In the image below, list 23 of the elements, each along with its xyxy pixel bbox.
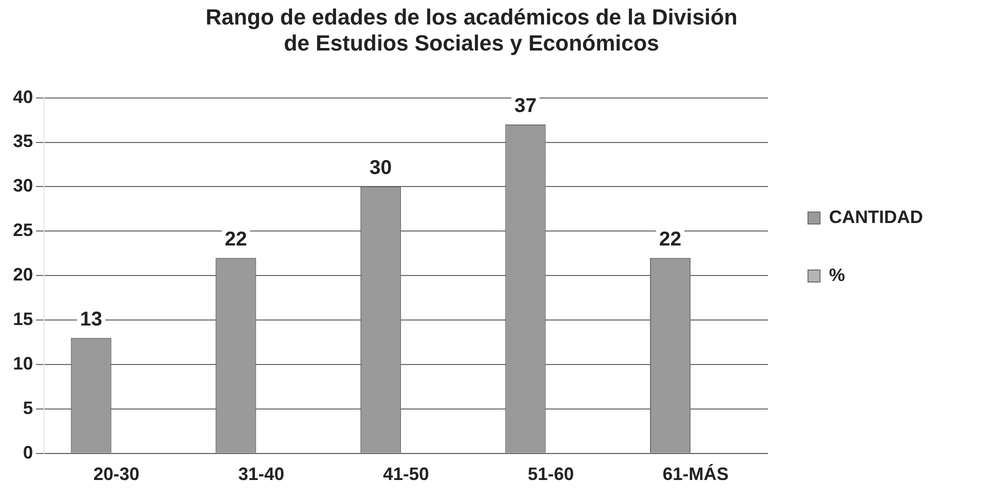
x-tick-label: 41-50 xyxy=(382,464,430,484)
y-tick-label: 20 xyxy=(12,264,34,285)
data-label: 37 xyxy=(514,94,537,117)
x-tick-label: 20-30 xyxy=(93,464,140,484)
data-label: 30 xyxy=(370,157,392,180)
data-label: 13 xyxy=(80,308,102,330)
text: de Estudios Sociales y Económicos xyxy=(284,30,660,56)
y-tick-label: 0 xyxy=(23,442,34,462)
y-tick-label: 30 xyxy=(12,176,34,196)
y-tick-label: 10 xyxy=(12,353,34,374)
text: Rango de edades de los académicos de la División xyxy=(206,4,738,30)
legend-label: % xyxy=(829,264,846,285)
legend-label: CANTIDAD xyxy=(829,206,924,227)
x-tick-label: 61-MÁS xyxy=(662,464,729,484)
x-tick-label: 31-40 xyxy=(238,464,284,484)
x-tick-label: 51-60 xyxy=(528,464,574,484)
y-tick-label: 25 xyxy=(12,220,34,240)
data-label: 22 xyxy=(224,228,248,250)
data-label: 22 xyxy=(659,228,682,250)
y-tick-label: 40 xyxy=(12,86,34,107)
y-tick-label: 5 xyxy=(23,398,34,418)
y-tick-label: 35 xyxy=(12,131,34,152)
y-tick-label: 15 xyxy=(12,309,34,330)
